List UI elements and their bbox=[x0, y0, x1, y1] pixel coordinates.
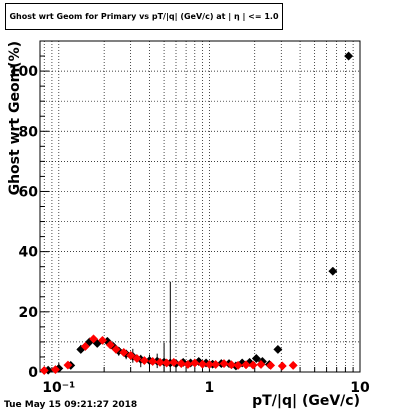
series-0 bbox=[43, 51, 354, 375]
y-axis-title: Ghost wrt Geom(%) bbox=[7, 41, 23, 195]
data-point bbox=[190, 358, 200, 368]
grid-lines bbox=[40, 41, 360, 372]
data-point bbox=[139, 356, 149, 366]
data-point bbox=[277, 361, 287, 371]
plot-frame bbox=[39, 40, 361, 373]
data-point bbox=[273, 344, 283, 354]
y-tick-label: 100 bbox=[9, 64, 38, 80]
data-point bbox=[226, 360, 236, 370]
data-point bbox=[132, 353, 142, 364]
data-point bbox=[266, 360, 276, 370]
data-point bbox=[97, 335, 108, 345]
data-point bbox=[256, 359, 266, 370]
timestamp: Tue May 15 09:21:27 2018 bbox=[4, 400, 138, 410]
data-point bbox=[88, 334, 99, 344]
data-point bbox=[80, 341, 90, 351]
y-tick-label: 60 bbox=[19, 184, 39, 200]
data-point bbox=[126, 350, 136, 361]
axis-ticks bbox=[40, 40, 361, 373]
data-point bbox=[63, 360, 73, 370]
data-point bbox=[155, 357, 165, 367]
x-tick-label: 10 bbox=[350, 380, 370, 396]
y-tick-label: 80 bbox=[19, 124, 39, 140]
data-point bbox=[241, 360, 251, 370]
data-point bbox=[219, 359, 229, 369]
data-point bbox=[197, 359, 208, 369]
data-point bbox=[148, 356, 158, 367]
y-tick-label: 20 bbox=[19, 305, 39, 321]
data-point bbox=[328, 266, 338, 276]
data-point bbox=[288, 360, 298, 370]
series-layer bbox=[39, 51, 354, 376]
data-point bbox=[211, 359, 221, 370]
data-point bbox=[105, 340, 115, 350]
data-point bbox=[39, 365, 49, 376]
data-point bbox=[233, 360, 243, 370]
data-point bbox=[248, 360, 258, 370]
chart-title: Ghost wrt Geom for Primary vs pT/|q| (Ge… bbox=[9, 12, 279, 21]
axes bbox=[39, 40, 361, 373]
data-point bbox=[344, 51, 354, 61]
data-point bbox=[162, 358, 172, 368]
data-point bbox=[111, 344, 121, 354]
y-tick-label: 40 bbox=[19, 245, 39, 261]
x-axis-title: pT/|q| (GeV/c) bbox=[252, 393, 360, 409]
data-point bbox=[50, 365, 61, 375]
data-point bbox=[204, 359, 214, 370]
chart-title-box: Ghost wrt Geom for Primary vs pT/|q| (Ge… bbox=[5, 3, 283, 30]
data-point bbox=[169, 357, 179, 367]
data-point bbox=[119, 347, 129, 357]
y-tick-label: 0 bbox=[28, 365, 38, 381]
data-point bbox=[251, 353, 261, 364]
x-tick-label: 10⁻¹ bbox=[42, 380, 75, 396]
x-tick-label: 1 bbox=[205, 380, 215, 396]
data-point bbox=[176, 359, 186, 369]
series-1 bbox=[39, 334, 298, 376]
